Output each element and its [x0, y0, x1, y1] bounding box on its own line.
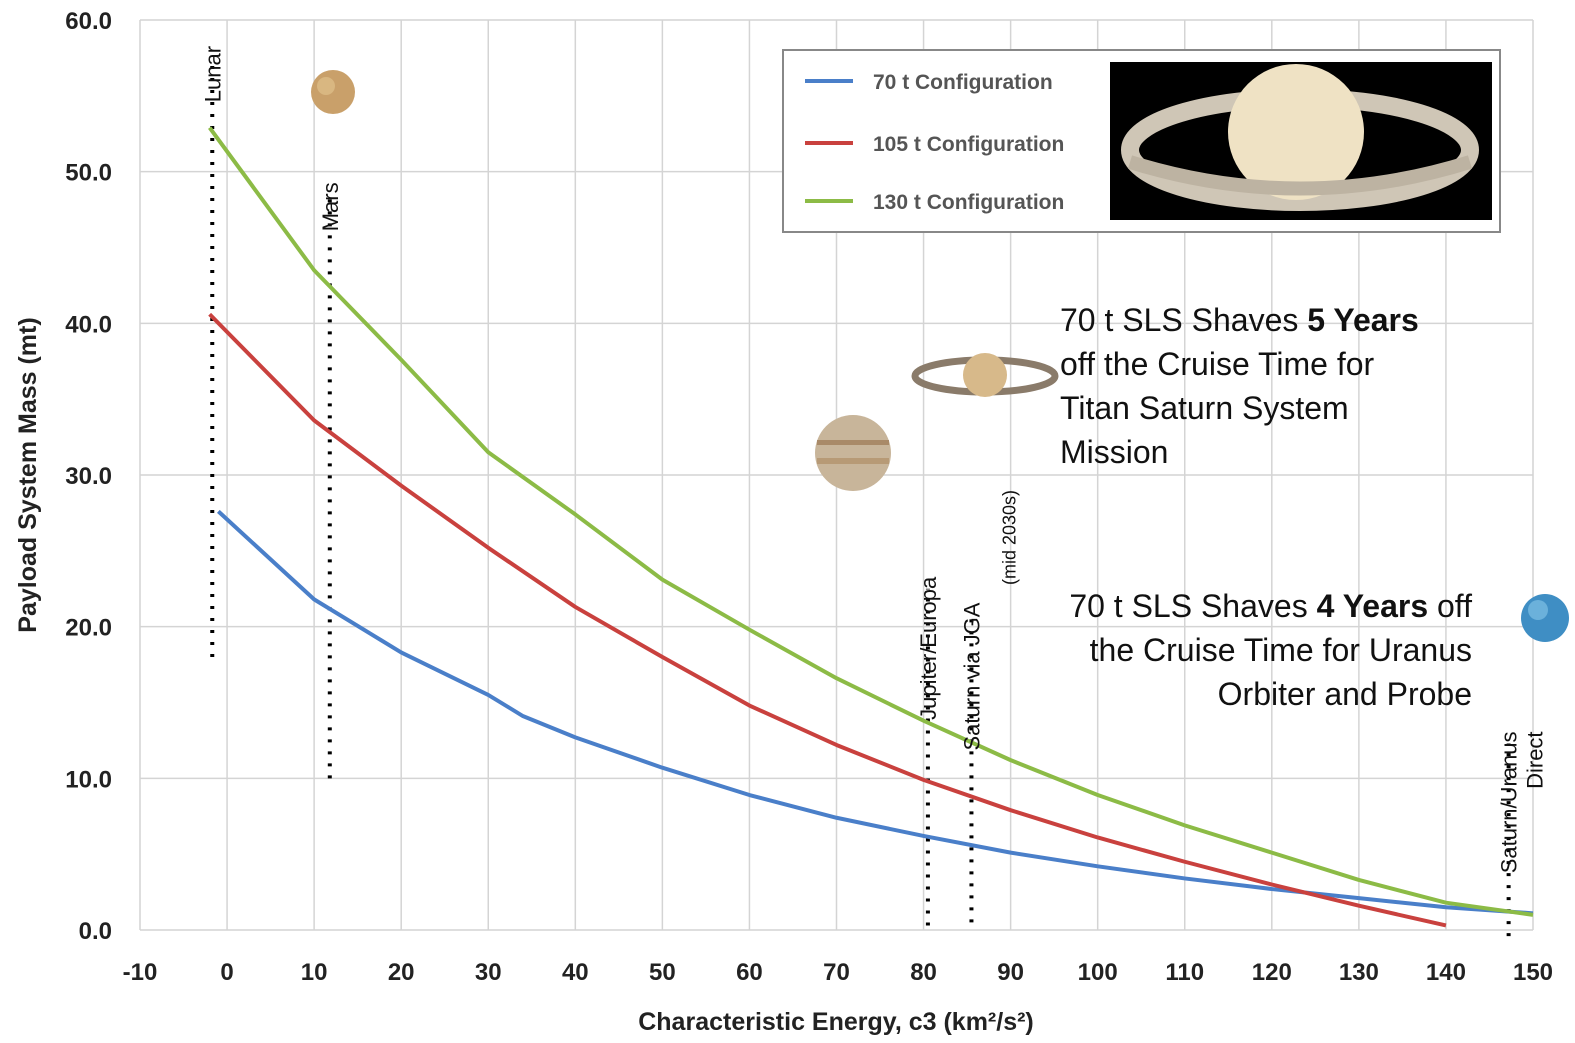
jupiter-band: [817, 458, 889, 464]
series-line: [210, 128, 1533, 915]
annotation-text: off the Cruise Time for Titan Saturn Sys…: [1060, 346, 1374, 470]
saturn-icon: [963, 353, 1007, 397]
y-tick-label: 0.0: [79, 918, 112, 945]
uranus-highlight: [1528, 600, 1548, 620]
x-tick-label: 60: [736, 959, 763, 986]
x-tick-label: 130: [1339, 959, 1379, 986]
legend-label: 105 t Configuration: [873, 133, 1064, 156]
x-tick-label: 90: [997, 959, 1024, 986]
annotation-text: 70 t SLS Shaves: [1069, 588, 1316, 624]
mars-icon: [311, 70, 355, 114]
x-tick-label: 20: [388, 959, 415, 986]
destination-label: Lunar: [200, 46, 225, 102]
destination-note: (mid 2030s): [999, 490, 1019, 585]
y-axis-label: Payload System Mass (mt): [14, 317, 42, 632]
jupiter-icon: [815, 415, 891, 491]
x-tick-label: 50: [649, 959, 676, 986]
chart: 70 t Configuration 105 t Configuration 130…: [0, 0, 1575, 1043]
mars-highlight: [317, 77, 335, 95]
x-tick-label: 0: [220, 959, 233, 986]
x-tick-label: 80: [910, 959, 937, 986]
y-tick-label: 40.0: [65, 311, 112, 338]
x-tick-label: 120: [1252, 959, 1292, 986]
y-tick-label: 10.0: [65, 766, 112, 793]
legend: 70 t Configuration 105 t Configuration 130…: [783, 50, 1500, 232]
x-axis-label: Characteristic Energy, c3 (km²/s²): [638, 1008, 1034, 1036]
annotation-text: 70 t SLS Shaves: [1060, 302, 1307, 338]
annotation-text: 5 Years: [1307, 302, 1419, 338]
annotation-text: 4 Years: [1317, 588, 1429, 624]
destination-label: Saturn via JGA: [959, 602, 984, 750]
destination-label: Direct: [1523, 731, 1548, 788]
legend-label: 130 t Configuration: [873, 191, 1064, 214]
x-tick-label: -10: [123, 959, 158, 986]
y-tick-label: 50.0: [65, 160, 112, 187]
jupiter-band: [817, 440, 889, 445]
x-tick-label: 10: [301, 959, 328, 986]
annotation: 70 t SLS Shaves 4 Years off the Cruise T…: [1040, 584, 1472, 716]
legend-label: 70 t Configuration: [873, 71, 1053, 94]
x-tick-label: 70: [823, 959, 850, 986]
uranus-icon: [1521, 594, 1569, 642]
x-tick-label: 110: [1165, 959, 1204, 986]
x-tick-label: 150: [1513, 959, 1553, 986]
x-tick-label: 100: [1078, 959, 1118, 986]
annotation: 70 t SLS Shaves 5 Years off the Cruise T…: [1060, 298, 1420, 474]
destination-label: Saturn/Uranus: [1497, 731, 1522, 873]
x-tick-label: 40: [562, 959, 589, 986]
y-tick-label: 30.0: [65, 463, 112, 490]
y-tick-label: 20.0: [65, 615, 112, 642]
x-tick-label: 30: [475, 959, 502, 986]
y-tick-label: 60.0: [65, 8, 112, 35]
destination-label: Mars: [318, 182, 343, 231]
x-tick-label: 140: [1426, 959, 1466, 986]
destination-label: Jupiter/Europa: [916, 576, 941, 720]
page: 70 t Configuration 105 t Configuration 130…: [0, 0, 1575, 1043]
